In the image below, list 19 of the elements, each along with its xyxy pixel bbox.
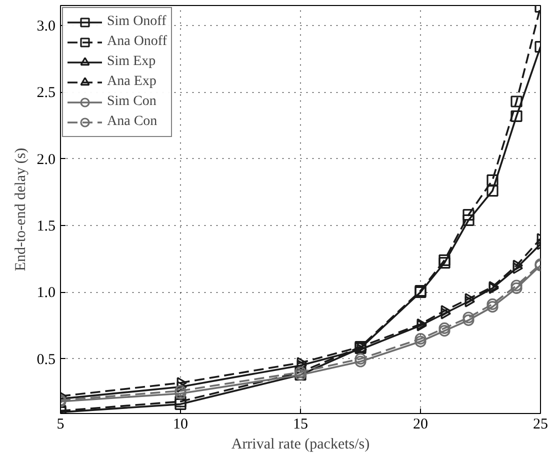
y-tick-label: 0.5 (36, 352, 56, 368)
y-tick-label: 1.5 (36, 218, 56, 234)
x-tick-label: 5 (56, 416, 64, 432)
x-tick-label: 10 (173, 416, 188, 432)
x-tick-label: 25 (533, 416, 548, 432)
x-axis-title: Arrival rate (packets/s) (231, 436, 370, 452)
legend-label: Ana Onoff (107, 34, 168, 50)
y-axis-title: End-to-end delay (s) (12, 148, 29, 272)
legend-label: Ana Exp (107, 74, 156, 90)
legend-label: Sim Exp (107, 54, 156, 70)
legend-label: Ana Con (107, 114, 158, 130)
x-tick-label: 20 (413, 416, 428, 432)
y-tick-label: 1.0 (36, 285, 56, 302)
x-tick-label: 15 (293, 416, 308, 432)
legend-label: Sim Con (107, 94, 156, 110)
y-tick-label: 2.0 (36, 152, 56, 168)
y-tick-label: 2.5 (36, 85, 56, 102)
y-tick-label: 3.0 (36, 18, 56, 34)
legend-label: Sim Onoff (107, 14, 166, 30)
